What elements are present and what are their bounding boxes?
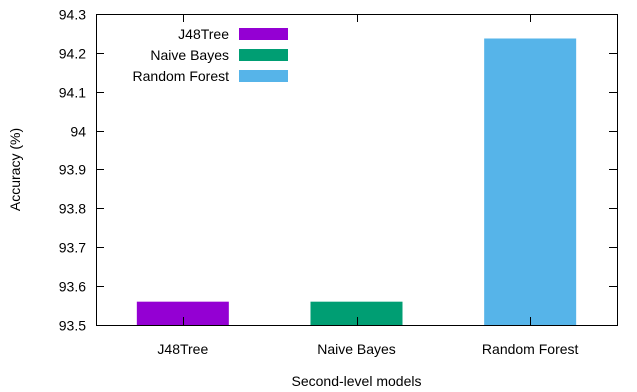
plot-frame [96,14,618,326]
y-axis-title: Accuracy (%) [7,128,23,211]
y-tick-label: 94.1 [59,85,86,101]
y-tick-label: 94 [70,124,86,140]
y-tick-label: 94.2 [59,46,86,62]
legend: J48Tree Naive Bayes Random Forest [133,26,288,84]
legend-label: Naive Bayes [150,47,229,63]
x-tick-label: J48Tree [157,341,208,357]
y-tick-label: 94.3 [59,7,86,23]
y-tick-label: 93.6 [59,279,86,295]
y-tick-label: 93.9 [59,162,86,178]
legend-label: Random Forest [133,68,230,84]
x-axis: J48Tree Naive Bayes Random Forest [157,14,579,357]
legend-swatch [239,28,288,40]
x-tick-label: Random Forest [482,341,579,357]
bar-j48tree [136,301,229,325]
x-axis-title: Second-level models [292,373,422,389]
bar-random-forest [484,38,577,326]
y-tick-label: 93.7 [59,240,86,256]
legend-label: J48Tree [178,26,229,42]
bars-group [136,38,577,326]
y-tick-label: 93.5 [59,318,86,334]
legend-swatch [239,49,288,61]
y-tick-label: 93.8 [59,201,86,217]
bar-naive-bayes [310,301,403,325]
y-axis: 93.5 93.6 93.7 93.8 93.9 94 94.1 94.2 94.3 [59,7,617,334]
legend-swatch [239,70,288,82]
x-tick-label: Naive Bayes [317,341,396,357]
